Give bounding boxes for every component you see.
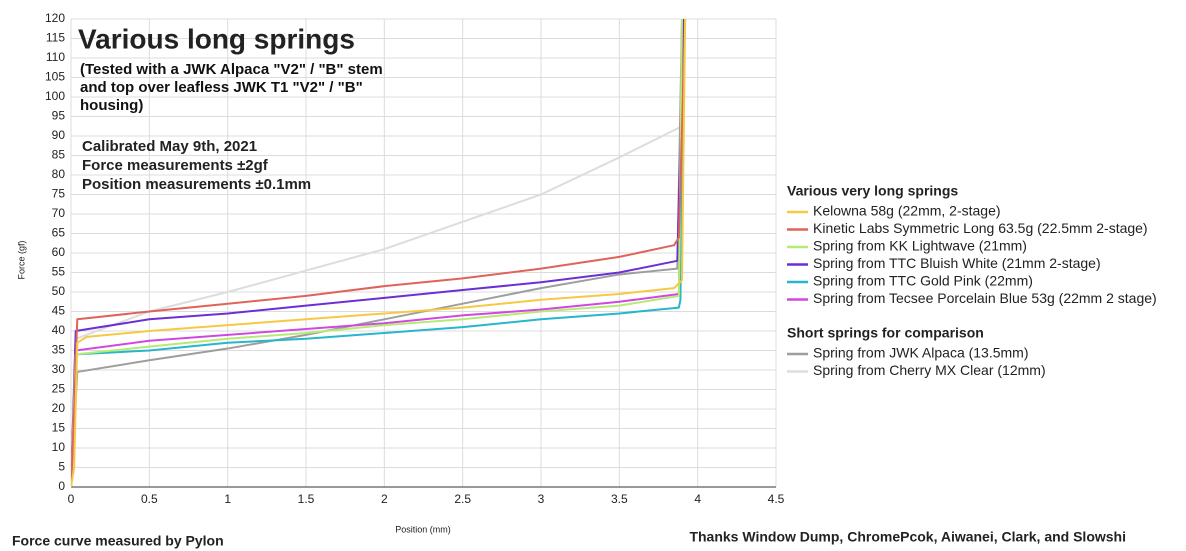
subtitle: (Tested with a JWK Alpaca "V2" / "B" ste… [80, 61, 383, 114]
x-tick-label: 0.5 [141, 492, 158, 506]
y-tick-label: 120 [45, 11, 65, 25]
note: Position measurements ±0.1mm [82, 176, 311, 193]
x-tick-label: 1.5 [298, 492, 315, 506]
y-tick-label: 110 [46, 50, 65, 64]
x-tick-label: 3 [538, 492, 545, 506]
x-tick-label: 2.5 [454, 492, 471, 506]
y-tick-label: 40 [52, 323, 66, 337]
y-tick-label: 95 [52, 109, 66, 123]
y-tick-label: 75 [52, 187, 66, 201]
legend-label: Spring from Cherry MX Clear (12mm) [813, 362, 1046, 378]
note: Force measurements ±2gf [82, 157, 269, 174]
y-tick-label: 35 [52, 343, 66, 357]
series-line [71, 19, 687, 487]
legend-title: Short springs for comparison [787, 325, 984, 341]
y-tick-label: 60 [52, 245, 66, 259]
y-tick-label: 70 [52, 206, 66, 220]
y-tick-label: 90 [52, 128, 66, 142]
y-tick-label: 20 [52, 401, 66, 415]
y-axis-label: Force (gf) [16, 240, 26, 279]
series-line [71, 19, 687, 487]
y-tick-label: 10 [52, 440, 66, 454]
x-tick-label: 2 [381, 492, 388, 506]
footer-left: Force curve measured by Pylon [12, 533, 224, 549]
y-tick-label: 115 [46, 31, 65, 45]
y-tick-label: 5 [58, 460, 65, 474]
x-tick-label: 4.5 [768, 492, 785, 506]
y-tick-label: 0 [58, 479, 65, 493]
y-tick-label: 105 [45, 70, 65, 84]
y-tick-label: 100 [45, 89, 65, 103]
y-tick-label: 50 [52, 284, 66, 298]
legend-label: Spring from Tecsee Porcelain Blue 53g (2… [813, 290, 1157, 306]
y-tick-label: 45 [52, 304, 66, 318]
series-line [71, 19, 683, 487]
y-tick-label: 80 [52, 167, 66, 181]
y-tick-label: 65 [52, 226, 66, 240]
series-line [71, 19, 685, 487]
y-tick-label: 15 [52, 421, 66, 435]
chart-title: Various long springs [78, 23, 355, 54]
legend-label: Spring from KK Lightwave (21mm) [813, 238, 1027, 254]
y-tick-label: 30 [52, 362, 66, 376]
x-tick-label: 1 [224, 492, 231, 506]
legend-title: Various very long springs [787, 183, 958, 199]
legend-label: Spring from TTC Gold Pink (22mm) [813, 273, 1033, 289]
note: Calibrated May 9th, 2021 [82, 138, 257, 155]
legend-label: Spring from JWK Alpaca (13.5mm) [813, 345, 1029, 361]
y-tick-label: 85 [52, 148, 66, 162]
x-axis-label: Position (mm) [395, 524, 451, 534]
x-tick-label: 3.5 [611, 492, 628, 506]
footer-right: Thanks Window Dump, ChromePcok, Aiwanei,… [689, 529, 1126, 545]
y-tick-label: 55 [52, 265, 66, 279]
y-tick-label: 25 [52, 382, 66, 396]
series-line [71, 19, 683, 487]
x-tick-label: 4 [694, 492, 701, 506]
legend-label: Kinetic Labs Symmetric Long 63.5g (22.5m… [813, 220, 1148, 236]
series-line [71, 19, 685, 487]
series-line [71, 19, 683, 487]
x-tick-label: 0 [68, 492, 75, 506]
legend-label: Kelowna 58g (22mm, 2-stage) [813, 203, 1001, 219]
legend-label: Spring from TTC Bluish White (21mm 2-sta… [813, 255, 1101, 271]
